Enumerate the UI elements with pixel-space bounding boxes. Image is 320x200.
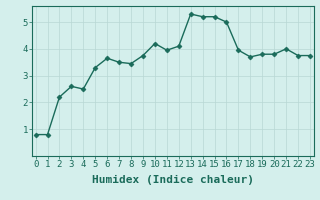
X-axis label: Humidex (Indice chaleur): Humidex (Indice chaleur) — [92, 175, 254, 185]
